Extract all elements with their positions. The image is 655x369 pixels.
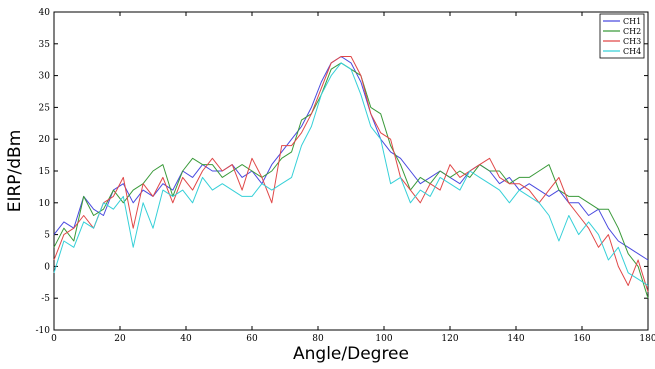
x-tick-label: 60 — [246, 334, 258, 344]
series-line-ch3 — [53, 56, 649, 292]
series-lines — [53, 56, 649, 299]
plot-area — [53, 11, 649, 331]
x-tick-label: 80 — [312, 334, 324, 344]
y-tick-label: -10 — [36, 326, 51, 336]
x-tick-label: 0 — [51, 334, 57, 344]
y-tick-label: 25 — [39, 103, 51, 113]
y-tick-label: 35 — [39, 40, 51, 50]
series-line-ch4 — [53, 62, 649, 286]
legend-label: CH3 — [623, 37, 641, 46]
y-tick-label: 30 — [39, 72, 51, 82]
legend-label: CH4 — [623, 47, 641, 56]
y-tick-label: 40 — [39, 8, 51, 18]
x-axis-title: Angle/Degree — [293, 344, 409, 364]
y-tick-label: 20 — [39, 135, 51, 145]
x-tick-label: 160 — [573, 334, 590, 344]
x-tick-label: 100 — [375, 334, 392, 344]
legend-label: CH1 — [623, 17, 641, 26]
y-tick-label: 15 — [39, 167, 51, 177]
y-axis-title: EIRP/dBm — [5, 130, 25, 213]
y-tick-label: 0 — [44, 262, 50, 272]
x-tick-label: 120 — [441, 334, 458, 344]
x-tick-label: 180 — [639, 334, 655, 344]
x-tick-label: 140 — [507, 334, 524, 344]
y-tick-label: -5 — [41, 294, 50, 304]
y-tick-label: 10 — [39, 199, 51, 209]
x-tick-label: 20 — [114, 334, 126, 344]
legend-label: CH2 — [623, 27, 641, 36]
y-tick-label: 5 — [44, 231, 50, 241]
x-tick-label: 40 — [180, 334, 192, 344]
axis-ticks: 0 20 40 60 80 100 120 140 160 180 -10 -5 0 5 10 15 20 25 3… — [36, 8, 655, 344]
